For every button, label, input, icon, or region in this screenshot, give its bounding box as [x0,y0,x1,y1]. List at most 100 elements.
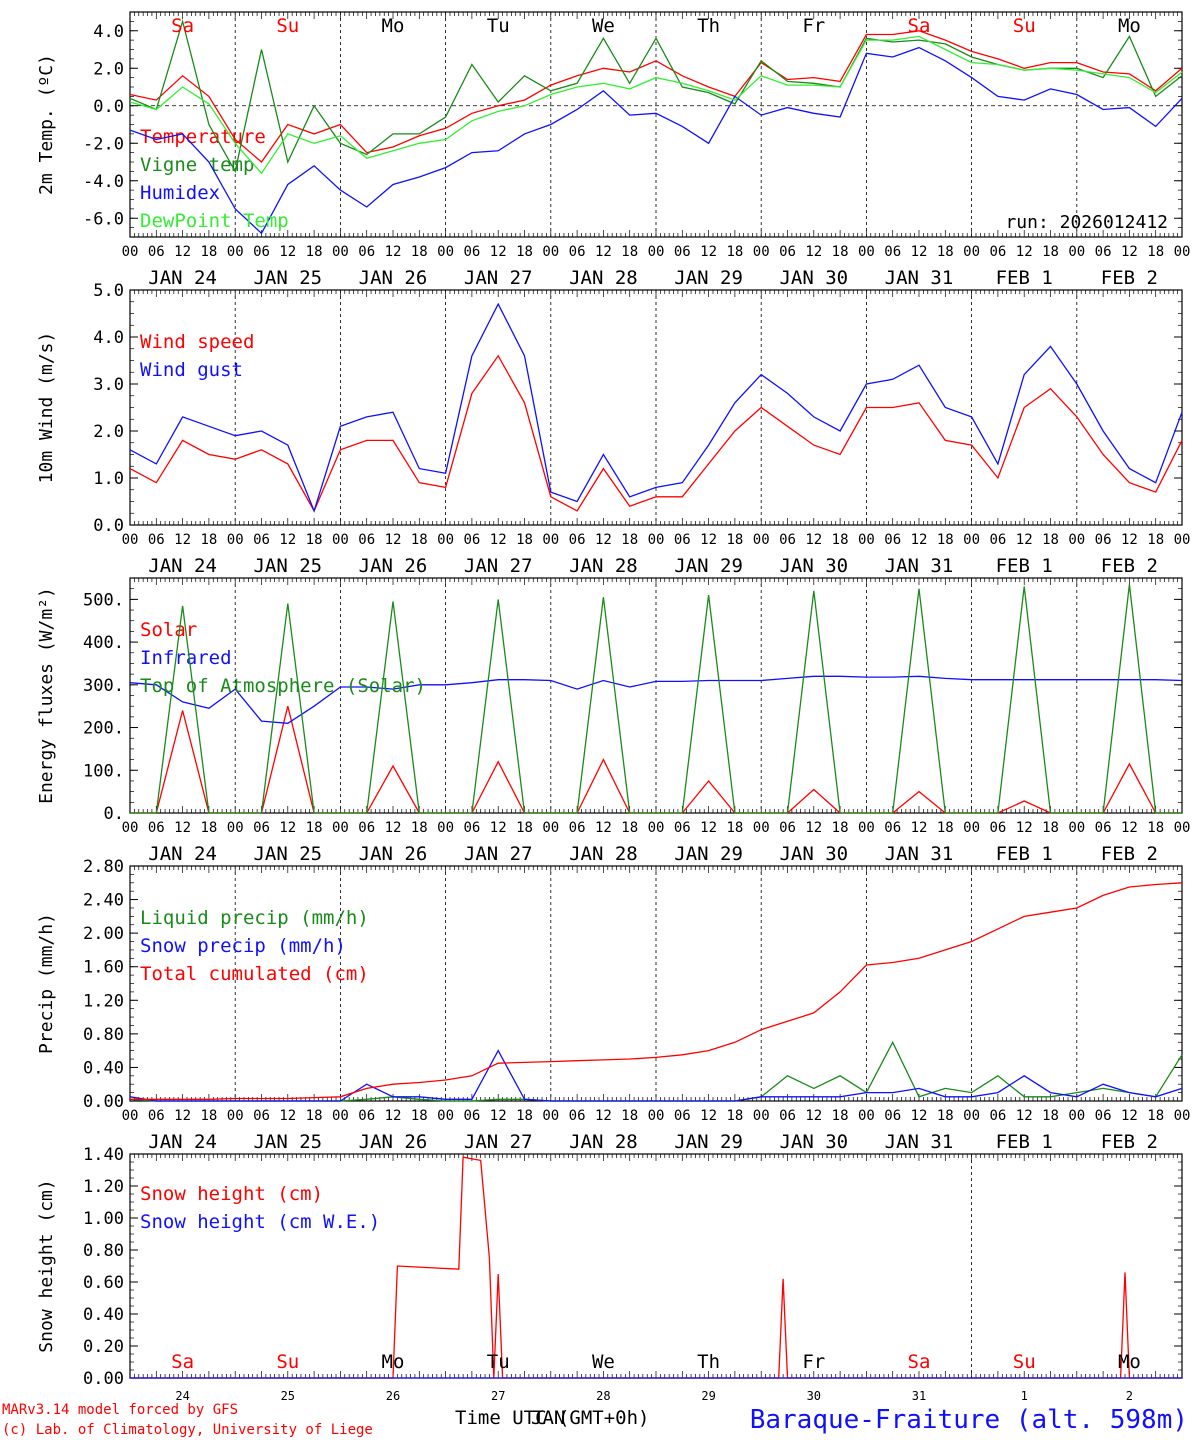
x-hour-label: 18 [516,820,533,836]
x-hour-label: 18 [516,1108,533,1124]
y-tick-label: 1.0 [93,469,124,489]
x-date-label: FEB 2 [1101,843,1158,865]
x-hour-label: 12 [700,532,717,548]
y-tick-label: 2.00 [83,924,124,944]
x-date-label: JAN 28 [569,843,638,865]
legend-entry: Infrared [140,647,232,669]
legend-entry: Solar [140,619,197,641]
x-hour-label: 12 [805,1108,822,1124]
bottom-day-number: 29 [701,1389,715,1403]
panel-3: 0. 100. 200. 300. 400. 500. Energy fluxes (W/m… [36,577,1190,865]
x-hour-label: 18 [516,532,533,548]
x-hour-label: 18 [200,244,217,260]
x-hour-label: 12 [700,244,717,260]
legend-entry: Total cumulated (cm) [140,963,369,985]
y-tick-label: 2.0 [93,59,124,79]
bottom-day-number: 25 [281,1389,295,1403]
y-tick-label: 2.80 [83,857,124,877]
x-hour-label: 12 [911,1108,928,1124]
x-date-label: JAN 25 [253,1131,322,1153]
x-hour-label: 18 [411,1108,428,1124]
x-hour-label: 00 [542,1108,559,1124]
x-date-label: JAN 25 [253,843,322,865]
x-date-label: JAN 27 [464,267,533,289]
x-hour-label: 18 [1147,532,1164,548]
x-hour-label: 12 [1016,1108,1033,1124]
weekday-label: Sa [171,1351,194,1373]
bottom-day-number: 28 [596,1389,610,1403]
y-axis-label: 10m Wind (m/s) [36,332,57,484]
x-hour-label: 00 [753,532,770,548]
weekday-label: We [592,15,615,37]
legend-entry: Liquid precip (mm/h) [140,907,369,929]
x-hour-label: 18 [937,820,954,836]
x-date-label: FEB 1 [996,1131,1053,1153]
legend-entry: Snow precip (mm/h) [140,935,346,957]
panel-4: 0.00 0.40 0.80 1.20 1.60 2.00 2.40 2.80 Precip (… [36,857,1190,1153]
series-line-4 [129,35,1183,175]
x-hour-label: 12 [174,532,191,548]
x-hour-label: 12 [1121,532,1138,548]
panel-5: 0.00 0.20 0.40 0.60 0.80 1.00 1.20 1.40 Snow hei… [36,1145,1183,1403]
x-hour-label: 12 [805,532,822,548]
x-hour-label: 12 [595,532,612,548]
x-hour-label: 06 [989,1108,1006,1124]
x-hour-label: 18 [1147,1108,1164,1124]
weekday-label: Th [697,1351,720,1373]
x-hour-label: 18 [726,820,743,836]
bottom-day-number: 1 [1021,1389,1028,1403]
x-hour-label: 00 [1174,244,1191,260]
x-hour-label: 18 [832,532,849,548]
legend-entry: Top of Atmosphere (Solar) [140,675,426,697]
y-tick-label: 400. [83,633,124,653]
y-tick-label: 1.40 [83,1145,124,1165]
x-date-label: JAN 29 [674,555,743,577]
x-hour-label: 12 [805,244,822,260]
series-line-2 [129,1049,1183,1102]
x-hour-label: 18 [1042,1108,1059,1124]
x-hour-label: 12 [490,532,507,548]
x-hour-label: 00 [122,1108,139,1124]
x-hour-label: 06 [1095,820,1112,836]
x-hour-label: 00 [963,1108,980,1124]
x-date-label: JAN 25 [253,267,322,289]
x-hour-label: 12 [1121,820,1138,836]
x-date-label: JAN 24 [148,555,217,577]
weekday-label: Sa [908,1351,931,1373]
x-date-label: JAN 24 [148,267,217,289]
x-date-label: JAN 28 [569,267,638,289]
weekday-label: Fr [802,15,825,37]
y-tick-label: 1.20 [83,991,124,1011]
x-hour-label: 00 [122,532,139,548]
x-hour-label: 06 [569,244,586,260]
x-hour-label: 18 [621,532,638,548]
y-tick-label: 0.60 [83,1273,124,1293]
x-date-label: JAN 29 [674,843,743,865]
x-date-label: JAN 31 [885,1131,954,1153]
weekday-label: Su [276,15,299,37]
x-hour-label: 18 [306,1108,323,1124]
weekday-label: Su [1013,15,1036,37]
y-tick-label: 0.40 [83,1058,124,1078]
y-tick-label: 0.20 [83,1337,124,1357]
y-tick-label: 0.40 [83,1305,124,1325]
y-axis-label: Energy fluxes (W/m²) [36,587,57,804]
x-date-label: FEB 2 [1101,555,1158,577]
series-line-1 [129,354,1183,513]
panel-2: 0.0 1.0 2.0 3.0 4.0 5.0 10m Wind (m/s) Wind spe… [36,281,1190,577]
y-tick-label: 3.0 [93,375,124,395]
x-hour-label: 00 [332,820,349,836]
x-hour-label: 06 [148,532,165,548]
weekday-label: Tu [487,15,510,37]
x-hour-label: 00 [437,532,454,548]
x-hour-label: 06 [253,532,270,548]
x-hour-label: 00 [1068,1108,1085,1124]
y-tick-label: 5.0 [93,281,124,301]
weekday-label: Fr [802,1351,825,1373]
x-hour-label: 18 [306,820,323,836]
legend-entry: Temperature [140,126,266,148]
x-hour-label: 06 [779,244,796,260]
x-hour-label: 18 [832,244,849,260]
x-date-label: JAN 28 [569,555,638,577]
x-date-label: FEB 1 [996,843,1053,865]
